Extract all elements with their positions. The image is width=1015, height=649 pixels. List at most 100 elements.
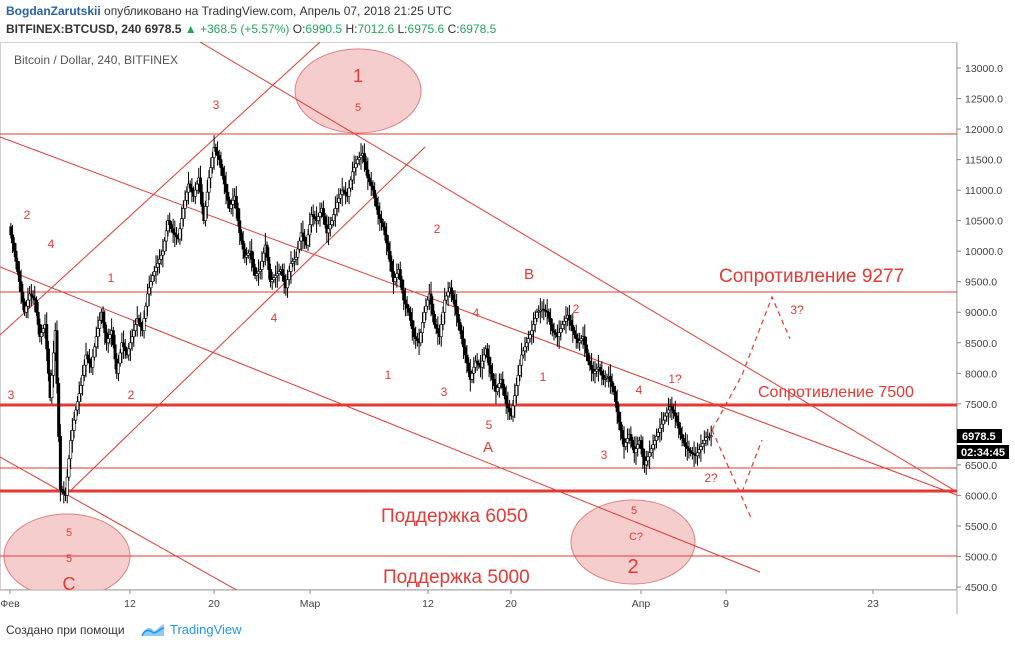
- price-axis[interactable]: 13000.0 12500.0 12000.0 11500.0 11000.0 10500…: [957, 63, 1003, 594]
- price-tick-label: 12500.0: [965, 94, 1003, 106]
- candle-body: [45, 324, 49, 350]
- candle-body: [318, 212, 322, 217]
- candle-body: [571, 325, 575, 331]
- annotations: 1 5 5 5 C 5 C? 2 Сопротивление 9277 Сопр…: [63, 66, 915, 594]
- candle-body: [374, 197, 378, 207]
- candle-body: [46, 348, 50, 374]
- circle-c-label: C: [63, 574, 76, 594]
- candle-body: [11, 234, 15, 244]
- candle-body: [631, 440, 635, 447]
- candle-body: [87, 358, 91, 364]
- candle-body: [67, 458, 71, 478]
- ohlc: O:6990.5 H:7012.6 L:6975.6 C:6978.5: [293, 22, 497, 36]
- candle-body: [75, 401, 79, 411]
- candle-body: [666, 409, 670, 414]
- candle-body: [292, 259, 296, 262]
- candle-body: [480, 360, 484, 368]
- candle-body: [475, 360, 479, 364]
- candle-body: [661, 419, 665, 425]
- chart-area[interactable]: Bitcoin / Dollar, 240, BITFINEX 13000.0 1…: [0, 42, 1015, 614]
- wave-label: 2: [573, 302, 580, 316]
- candle-body: [547, 311, 551, 319]
- candle-body: [542, 308, 546, 311]
- candle-body: [349, 179, 353, 189]
- candle-body: [106, 338, 110, 344]
- candle-body: [337, 197, 341, 203]
- price-chart[interactable]: Bitcoin / Dollar, 240, BITFINEX 13000.01…: [0, 42, 1015, 614]
- candle-body: [400, 279, 404, 291]
- candle-body: [624, 442, 628, 447]
- tradingview-logo-icon[interactable]: [140, 620, 166, 640]
- candle-body: [653, 440, 657, 445]
- made-with-text: Создано при помощи: [6, 623, 125, 637]
- candle-body: [344, 191, 348, 195]
- candle-body: [152, 271, 156, 276]
- publish-line: BogdanZarutskii опубликовано на TradingV…: [6, 4, 452, 18]
- last-price-tag: [957, 429, 1002, 443]
- candle-body: [513, 395, 517, 407]
- candle-body: [456, 313, 460, 323]
- resistance-7500-label: Сопротивление 7500: [758, 384, 914, 401]
- candle-body: [574, 334, 578, 339]
- candle-body: [702, 440, 706, 444]
- candle-body: [537, 310, 541, 313]
- candle-body: [690, 452, 694, 454]
- candle-body: [82, 364, 86, 376]
- price-tick-label: 9000.0: [965, 307, 997, 319]
- candle-body: [175, 234, 179, 238]
- candle-body: [383, 226, 387, 236]
- candle-body: [9, 226, 13, 236]
- tradingview-brand-link[interactable]: TradingView: [170, 622, 242, 637]
- candle-body: [321, 208, 325, 217]
- candle-body: [496, 387, 500, 392]
- candle-body: [424, 305, 428, 313]
- footer: Создано при помощи TradingView: [0, 614, 1015, 649]
- candle-body: [535, 311, 539, 319]
- candle-body: [595, 368, 599, 372]
- candle-body: [81, 375, 85, 386]
- candle-body: [60, 489, 64, 492]
- candle-body: [579, 338, 583, 342]
- candle-body: [309, 214, 313, 226]
- candle-body: [118, 352, 122, 364]
- candle-body: [656, 432, 660, 437]
- candle-body: [680, 434, 684, 439]
- candle-body: [253, 267, 257, 276]
- candle-body: [617, 411, 621, 423]
- candle-body: [111, 330, 115, 346]
- candle-body: [552, 330, 556, 333]
- candle-body: [451, 293, 455, 301]
- candle-body: [113, 344, 117, 360]
- candle-body: [561, 324, 565, 329]
- candle-body: [497, 383, 501, 388]
- candle-body: [489, 364, 493, 374]
- wave-label: 4: [271, 311, 278, 325]
- time-tick-label: 23: [867, 598, 879, 610]
- candle-body: [166, 220, 170, 232]
- time-axis[interactable]: Фев 12 20 Мар 12 20 Апр 9 23: [0, 590, 879, 610]
- candle-body: [419, 332, 423, 344]
- candle-body: [77, 393, 81, 403]
- low-value: 6975.6: [407, 22, 445, 36]
- candle-body: [238, 220, 242, 234]
- countdown-tag: [957, 445, 1009, 459]
- candle-body: [567, 314, 571, 321]
- candle-body: [450, 287, 454, 295]
- candle-body: [94, 336, 98, 348]
- support-5000-label: Поддержка 5000: [383, 567, 530, 588]
- time-tick-label: Апр: [632, 598, 651, 610]
- candle-body: [685, 446, 689, 449]
- candle-body: [482, 354, 486, 362]
- candle-body: [371, 185, 375, 191]
- candle-body: [636, 444, 640, 449]
- candle-body: [183, 199, 187, 209]
- candle-body: [388, 250, 392, 262]
- candle-body: [105, 332, 109, 344]
- candle-body: [98, 320, 102, 329]
- author-link[interactable]: BogdanZarutskii: [6, 4, 101, 18]
- wave-label: 2?: [704, 471, 718, 485]
- candle-body: [393, 277, 397, 283]
- candle-body: [692, 453, 696, 456]
- open-value: 6990.5: [305, 22, 343, 36]
- candle-body: [644, 460, 648, 466]
